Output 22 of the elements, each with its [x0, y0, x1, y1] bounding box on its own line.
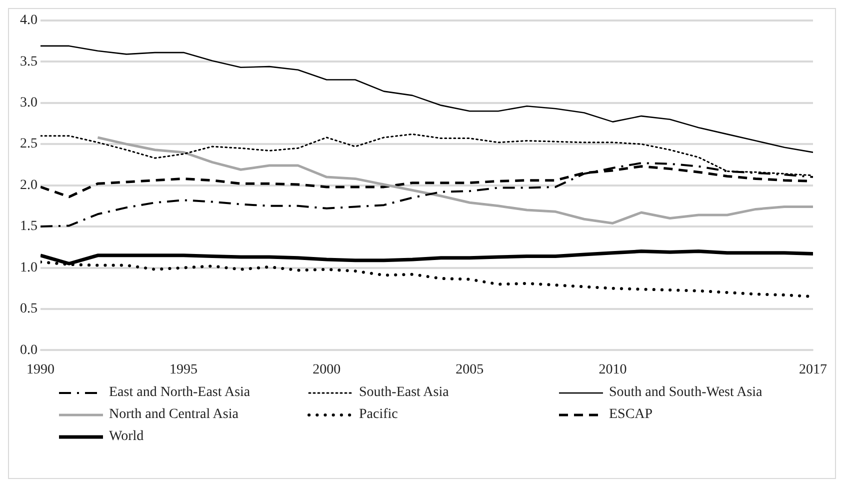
x-tick-label: 2005: [456, 362, 484, 378]
x-tick-label: 1995: [170, 362, 198, 378]
y-tick-label: 3.5: [20, 54, 38, 70]
x-tick-label: 1990: [26, 362, 54, 378]
y-tick-label: 1.5: [20, 219, 38, 234]
y-tick-label: 2.0: [20, 178, 38, 193]
y-tick-label: 2.5: [20, 136, 38, 152]
legend-label: ESCAP: [609, 407, 653, 423]
legend-label: World: [109, 429, 144, 445]
legend-label: South and South-West Asia: [609, 385, 762, 401]
x-tick-label: 2000: [312, 362, 341, 378]
y-tick-label: 3.0: [20, 96, 38, 111]
legend-label: East and North-East Asia: [109, 385, 250, 401]
x-tick-label: 2017: [799, 362, 827, 378]
legend-label: Pacific: [359, 407, 398, 423]
legend-label: North and Central Asia: [109, 407, 238, 423]
y-tick-label: 0.0: [20, 342, 38, 358]
legend-label: South-East Asia: [359, 385, 449, 401]
y-tick-label: 4.0: [20, 13, 38, 28]
x-tick-label: 2010: [598, 362, 627, 378]
y-tick-label: 0.5: [20, 302, 38, 317]
y-tick-label: 1.0: [20, 260, 38, 276]
